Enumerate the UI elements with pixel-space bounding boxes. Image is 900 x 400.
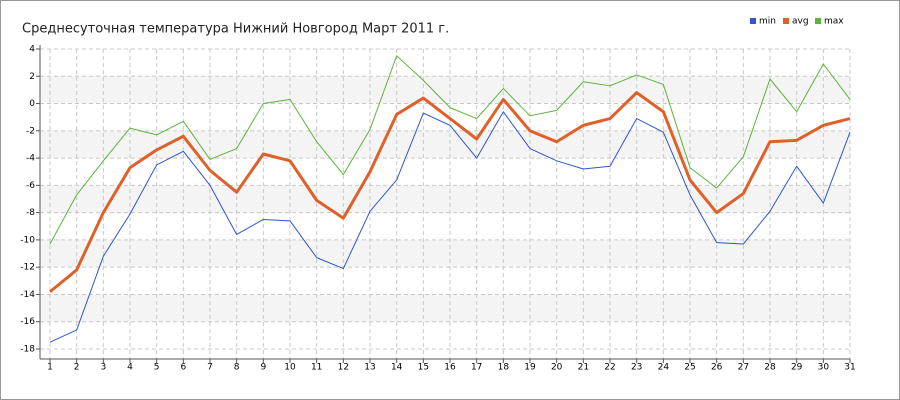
- x-tick-label: 13: [364, 363, 375, 373]
- y-tick-label: -8: [26, 208, 35, 218]
- y-tick-label: 0: [29, 99, 35, 109]
- x-tick-label: 8: [234, 363, 240, 373]
- x-tick-label: 27: [738, 363, 749, 373]
- y-tick-label: -18: [20, 345, 35, 355]
- y-tick-label: -2: [26, 126, 35, 136]
- band: [40, 239, 850, 268]
- x-tick-label: 4: [127, 363, 133, 373]
- legend-swatch: [783, 18, 789, 24]
- x-tick-label: 28: [764, 363, 776, 373]
- x-tick-label: 1: [47, 363, 53, 373]
- band: [40, 294, 850, 322]
- x-tick-label: 20: [551, 363, 563, 373]
- x-tick-label: 31: [844, 363, 855, 373]
- x-tick-label: 30: [818, 363, 830, 373]
- y-tick-label: -10: [20, 235, 35, 245]
- x-tick-label: 29: [791, 363, 803, 373]
- series-line: [49, 91, 851, 293]
- x-tick-label: 2: [74, 363, 80, 373]
- series-line: [49, 111, 851, 343]
- x-tick-label: 17: [471, 363, 482, 373]
- legend-label: avg: [792, 17, 809, 27]
- legend-label: max: [824, 17, 844, 27]
- x-tick-label: 12: [338, 363, 349, 373]
- y-tick-label: -12: [20, 263, 35, 273]
- x-tick-label: 16: [444, 363, 456, 373]
- x-tick-label: 25: [684, 363, 695, 373]
- y-tick-label: -6: [26, 181, 35, 191]
- x-tick-label: 11: [311, 363, 322, 373]
- y-tick-label: 4: [29, 45, 35, 55]
- x-tick-label: 14: [391, 363, 403, 373]
- x-tick-label: 26: [711, 363, 723, 373]
- band: [40, 76, 850, 104]
- series-line: [49, 55, 851, 245]
- legend-label: min: [759, 17, 776, 27]
- chart-title: Среднесуточная температура Нижний Новгор…: [22, 22, 449, 37]
- x-tick-label: 18: [498, 363, 510, 373]
- x-tick-label: 3: [100, 363, 106, 373]
- x-tick-label: 22: [604, 363, 615, 373]
- x-tick-label: 7: [207, 363, 213, 373]
- x-tick-label: 24: [658, 363, 670, 373]
- band: [40, 130, 850, 159]
- x-tick-label: 10: [284, 363, 296, 373]
- x-tick-label: 23: [631, 363, 642, 373]
- x-tick-label: 5: [154, 363, 160, 373]
- y-tick-label: 2: [29, 72, 35, 82]
- y-tick-label: -4: [26, 154, 35, 164]
- y-tick-label: -16: [20, 317, 35, 327]
- x-tick-label: 9: [260, 363, 266, 373]
- x-tick-label: 6: [180, 363, 186, 373]
- legend-swatch: [815, 18, 821, 24]
- y-tick-label: -14: [20, 290, 35, 300]
- band: [40, 185, 850, 213]
- x-tick-label: 21: [578, 363, 589, 373]
- x-tick-label: 19: [524, 363, 536, 373]
- x-tick-label: 15: [418, 363, 429, 373]
- legend-swatch: [750, 18, 756, 24]
